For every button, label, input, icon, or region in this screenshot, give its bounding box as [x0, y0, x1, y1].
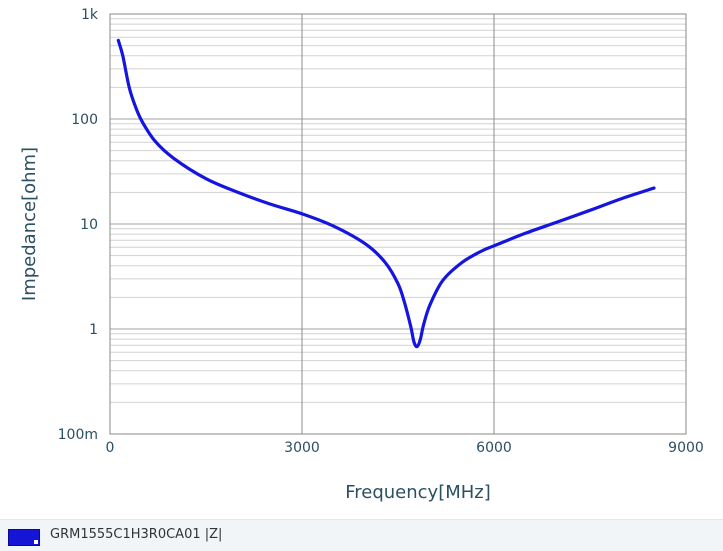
y-tick-label: 10 — [80, 217, 98, 233]
y-tick-label: 100 — [71, 112, 98, 128]
y-tick-label: 100m — [58, 427, 98, 443]
x-tick-label: 0 — [106, 440, 115, 456]
x-tick-label: 3000 — [284, 440, 320, 456]
minor-gridlines — [110, 18, 686, 403]
x-tick-label: 6000 — [476, 440, 512, 456]
y-tick-label: 1k — [81, 7, 99, 23]
y-tick-labels: 100m 1 10 100 1k — [58, 7, 99, 443]
series-line-impedance — [116, 38, 656, 349]
x-axis-title: Frequency[MHz] — [345, 482, 491, 503]
legend-label: GRM1555C1H3R0CA01 |Z| — [50, 527, 223, 542]
series-layer — [116, 38, 656, 349]
legend-bar: GRM1555C1H3R0CA01 |Z| — [0, 519, 723, 551]
impedance-chart: 0 3000 6000 9000 100m 1 10 100 1k Frequency[MHz… — [19, 7, 704, 503]
y-axis-title: Impedance[ohm] — [19, 147, 40, 301]
x-tick-label: 9000 — [668, 440, 704, 456]
legend-swatch — [8, 529, 40, 546]
y-tick-label: 1 — [89, 322, 98, 338]
plot-frame — [109, 13, 687, 435]
x-tick-labels: 0 3000 6000 9000 — [106, 440, 704, 456]
